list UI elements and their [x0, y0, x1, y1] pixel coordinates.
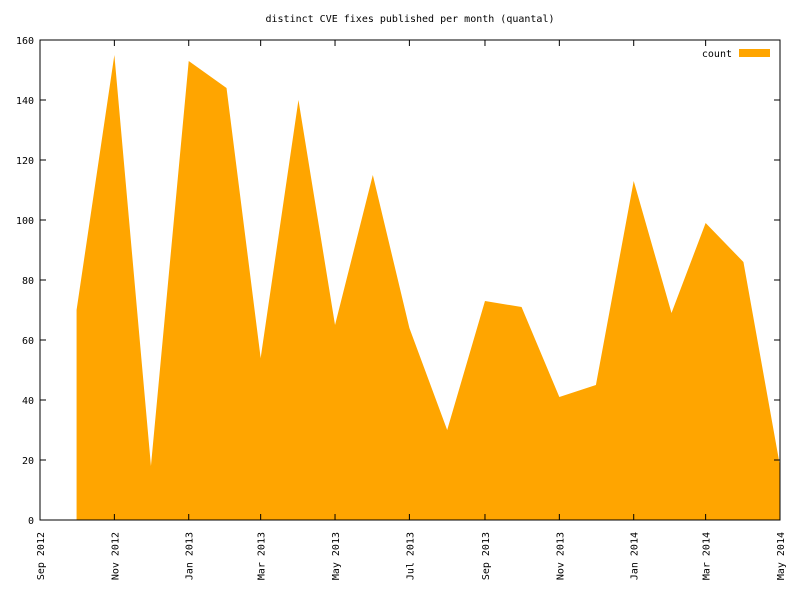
x-tick-label: Jan 2013	[185, 532, 196, 580]
y-tick-label: 0	[28, 516, 34, 527]
y-tick-label: 100	[16, 216, 34, 227]
x-tick-label: Jul 2013	[405, 532, 416, 580]
legend-swatch	[739, 49, 770, 57]
y-tick-label: 60	[22, 336, 34, 347]
y-tick-label: 140	[16, 96, 34, 107]
chart-title: distinct CVE fixes published per month (…	[266, 14, 555, 25]
x-tick-label: Sep 2012	[36, 532, 47, 580]
y-tick-label: 20	[22, 456, 34, 467]
x-tick-label: Nov 2013	[555, 532, 566, 580]
y-tick-label: 80	[22, 276, 34, 287]
y-tick-label: 40	[22, 396, 34, 407]
x-tick-label: May 2014	[776, 532, 787, 580]
x-tick-label: Mar 2013	[257, 532, 268, 580]
area	[76, 55, 781, 520]
x-tick-label: Sep 2013	[481, 532, 492, 580]
x-tick-label: Nov 2012	[110, 532, 121, 580]
x-tick-label: Mar 2014	[702, 532, 713, 580]
legend-label: count	[702, 49, 732, 60]
y-tick-label: 120	[16, 156, 34, 167]
x-tick-label: Jan 2014	[630, 532, 641, 580]
x-tick-label: May 2013	[331, 532, 342, 580]
y-tick-label: 160	[16, 36, 34, 47]
